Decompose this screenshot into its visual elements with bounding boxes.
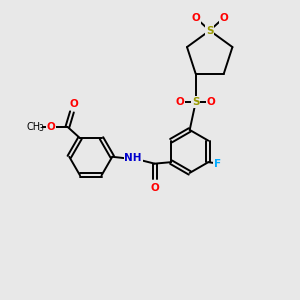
Text: 3: 3 — [39, 124, 44, 134]
Text: S: S — [192, 97, 200, 107]
Text: O: O — [220, 13, 228, 23]
Text: O: O — [207, 97, 216, 107]
Text: F: F — [214, 159, 221, 169]
Text: CH: CH — [27, 122, 41, 132]
Text: O: O — [150, 182, 159, 193]
Text: S: S — [206, 26, 214, 36]
Text: O: O — [47, 122, 56, 132]
Text: O: O — [176, 97, 184, 107]
Text: O: O — [191, 13, 200, 23]
Text: O: O — [69, 98, 78, 109]
Text: NH: NH — [124, 153, 142, 163]
